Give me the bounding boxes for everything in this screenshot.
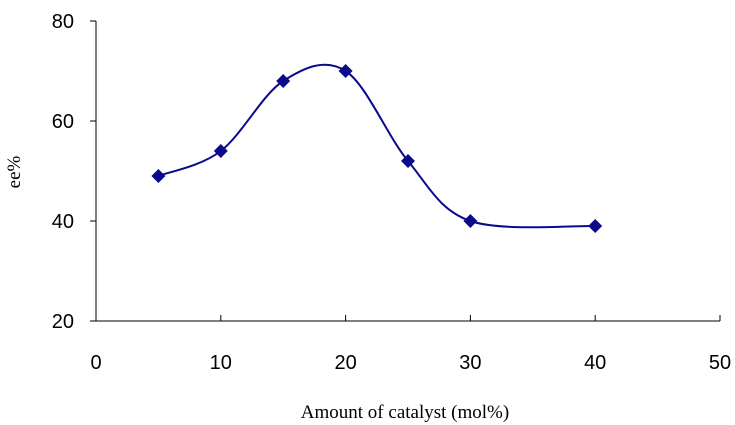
x-tick-label: 0 bbox=[90, 352, 101, 374]
data-point-marker bbox=[151, 169, 166, 183]
y-tick-label: 20 bbox=[52, 311, 74, 333]
data-point-marker bbox=[338, 64, 353, 78]
y-tick-label: 60 bbox=[52, 111, 74, 133]
x-axis-title: Amount of catalyst (mol%) bbox=[301, 402, 509, 423]
x-ticks: 0 10 20 30 40 50 bbox=[90, 315, 731, 374]
x-tick-label: 50 bbox=[709, 352, 731, 374]
data-markers bbox=[151, 64, 603, 233]
x-tick-label: 10 bbox=[210, 352, 232, 374]
data-point-marker bbox=[588, 219, 603, 233]
data-point-marker bbox=[276, 74, 291, 88]
data-point-marker bbox=[213, 144, 228, 158]
x-tick-label: 40 bbox=[584, 352, 606, 374]
y-tick-label: 40 bbox=[52, 211, 74, 233]
y-tick-label: 80 bbox=[52, 11, 74, 33]
x-tick-label: 20 bbox=[334, 352, 356, 374]
data-point-marker bbox=[463, 214, 478, 228]
data-point-marker bbox=[401, 154, 415, 168]
y-ticks: 20 40 60 80 bbox=[52, 11, 96, 333]
axes: 20 40 60 80 0 10 20 30 40 50 bbox=[52, 11, 731, 374]
y-axis-title: ee% bbox=[4, 155, 25, 188]
series-line bbox=[158, 63, 596, 229]
x-tick-label: 30 bbox=[459, 352, 481, 374]
